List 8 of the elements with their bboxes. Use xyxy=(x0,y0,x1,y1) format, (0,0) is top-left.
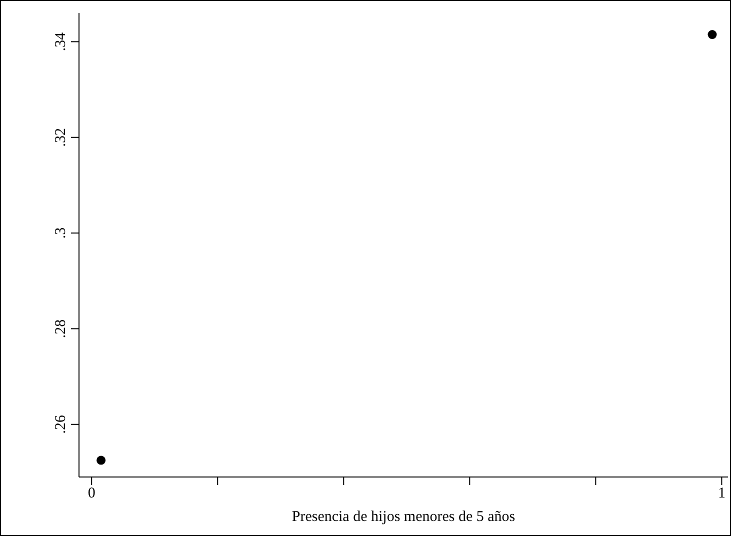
x-tick-label: 0 xyxy=(88,486,96,502)
y-tick-label: .32 xyxy=(53,128,69,147)
y-tick-label: .3 xyxy=(53,227,69,239)
y-tick-label: .34 xyxy=(53,32,69,52)
y-tick-label: .28 xyxy=(53,319,69,338)
x-tick-label: 1 xyxy=(718,486,726,502)
x-axis-title: Presencia de hijos menores de 5 años xyxy=(292,509,516,525)
y-tick-label: .26 xyxy=(53,414,69,434)
